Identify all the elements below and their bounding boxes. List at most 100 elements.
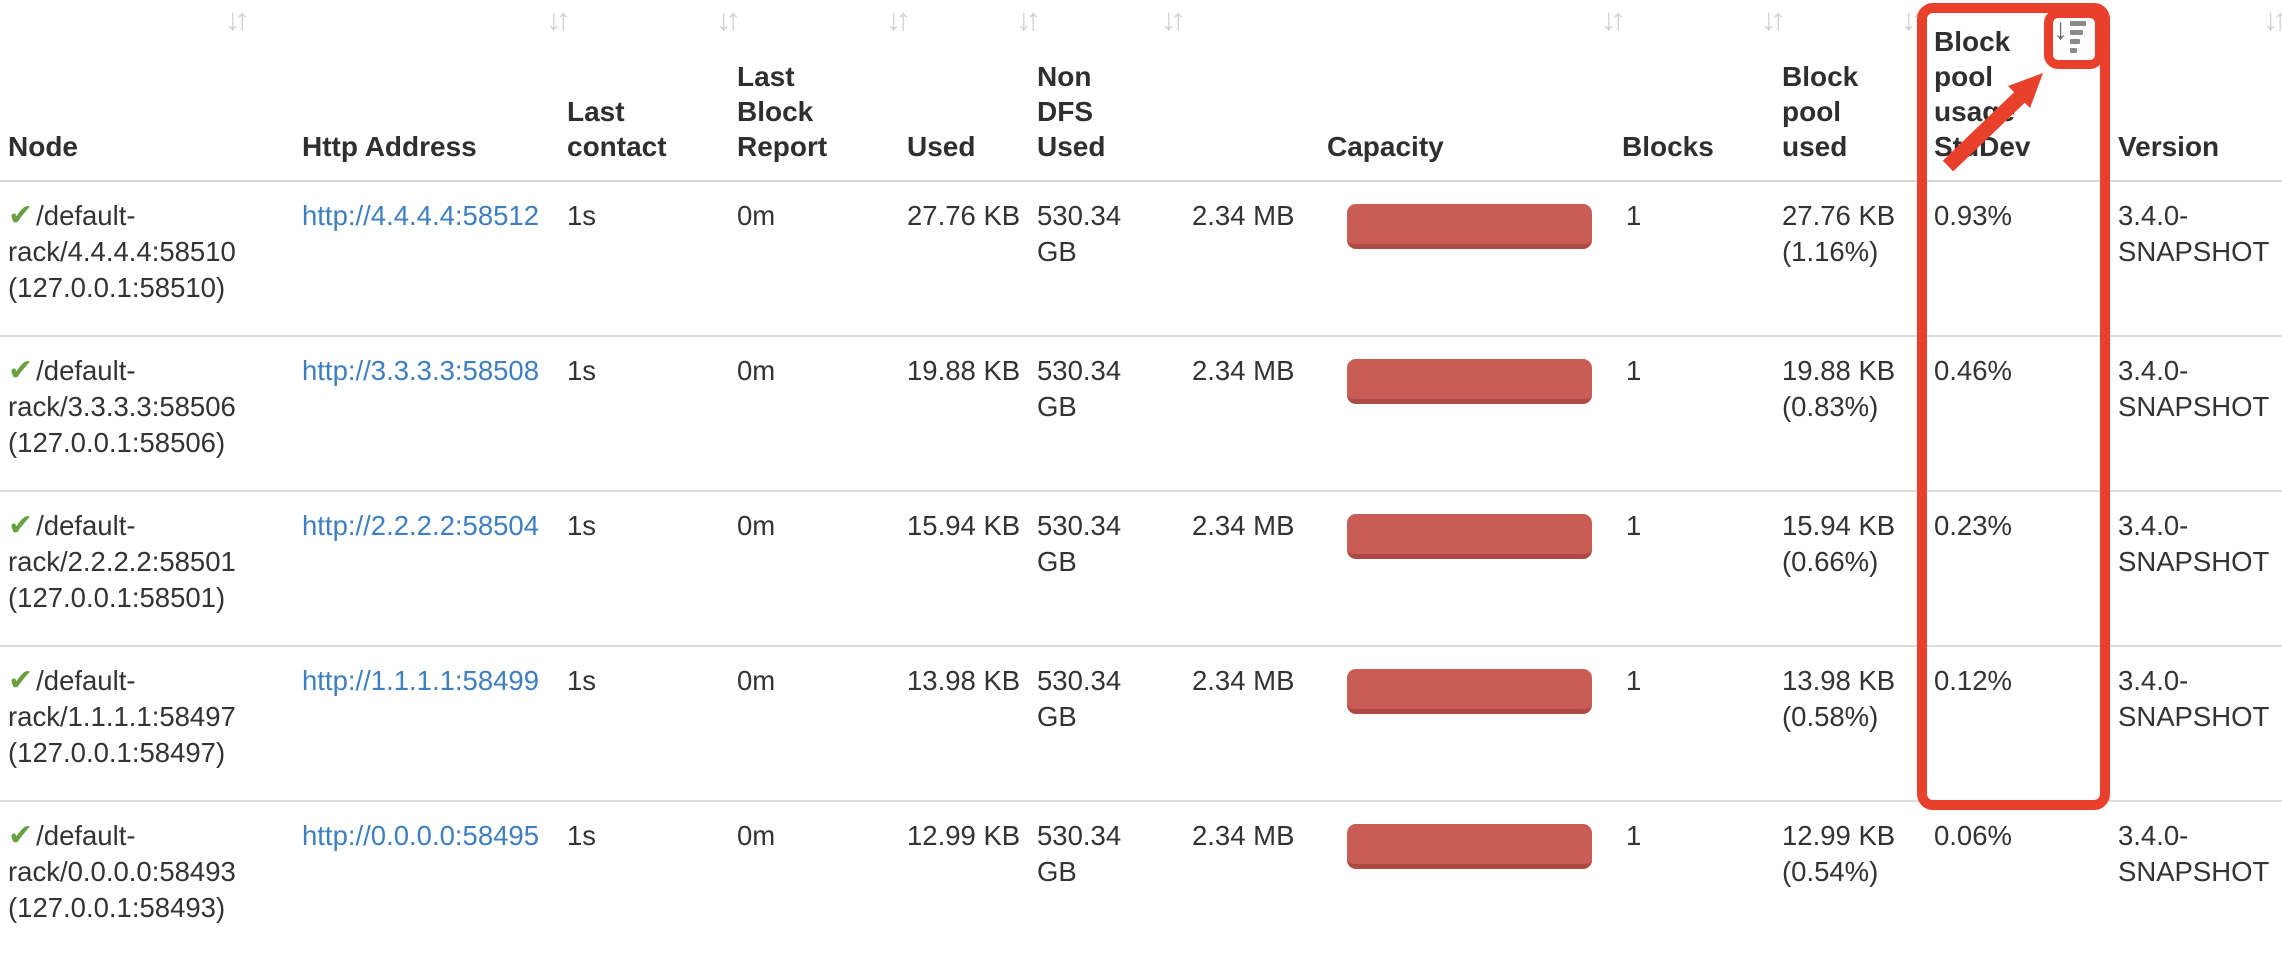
healthy-check-icon: ✔	[8, 509, 34, 542]
http-address-link[interactable]: http://4.4.4.4:58512	[302, 200, 539, 231]
cell-value: 19.88 KB	[907, 355, 1021, 386]
sort-toggle-icon[interactable]: ↓↑	[225, 2, 250, 37]
cell-last_block_report: 0m	[735, 180, 905, 336]
cell-value: 1	[1626, 665, 1642, 696]
table-header-row: Node ↓↑ Http Address ↓↑ Last contact ↓↑ Last B…	[0, 0, 2282, 181]
cell-last_contact: 1s	[565, 335, 735, 491]
column-header-used[interactable]: Used ↓↑	[905, 0, 1041, 181]
sort-bars-icon	[2070, 21, 2086, 53]
cell-block_pool_used: 27.76 KB (1.16%)	[1780, 180, 1920, 336]
healthy-check-icon: ✔	[8, 819, 34, 852]
cell-value: 19.88 KB (0.83%)	[1782, 355, 1896, 422]
column-header-block_pool_used[interactable]: Block pool used ↓↑	[1780, 0, 1926, 181]
cell-value: 3.4.0-SNAPSHOT	[2118, 820, 2270, 887]
cell-value: 3.4.0-SNAPSHOT	[2118, 510, 2270, 577]
column-header-capacity[interactable]: Capacity ↓↑	[1325, 0, 1626, 181]
sort-toggle-icon[interactable]: ↓↑	[1601, 2, 1626, 37]
cell-value: 2.34 MB	[1192, 820, 1295, 851]
cell-node: ✔/default-rack/0.0.0.0:58493 (127.0.0.1:…	[0, 800, 300, 955]
sort-descending-icon[interactable]: ↓	[2053, 14, 2086, 53]
column-header-blocks[interactable]: Blocks ↓↑	[1620, 0, 1786, 181]
column-header-http_address[interactable]: Http Address ↓↑	[300, 0, 571, 181]
sort-toggle-icon[interactable]: ↓↑	[1761, 2, 1786, 37]
cell-blocks: 1	[1620, 335, 1780, 491]
node-address-text: /default-rack/3.3.3.3:58506 (127.0.0.1:5…	[8, 355, 236, 458]
cell-value: 0m	[737, 820, 776, 851]
cell-node: ✔/default-rack/4.4.4.4:58510 (127.0.0.1:…	[0, 180, 300, 336]
column-label: Used	[907, 131, 976, 162]
cell-value: 15.94 KB (0.66%)	[1782, 510, 1896, 577]
column-header-unlabeled	[1180, 0, 1325, 181]
sort-toggle-icon[interactable]: ↓↑	[2263, 2, 2282, 37]
cell-http_address: http://0.0.0.0:58495	[300, 800, 565, 955]
cell-node: ✔/default-rack/3.3.3.3:58506 (127.0.0.1:…	[0, 335, 300, 491]
datanode-row: ✔/default-rack/3.3.3.3:58506 (127.0.0.1:…	[0, 335, 2282, 491]
cell-capacity	[1325, 645, 1620, 801]
http-address-link[interactable]: http://0.0.0.0:58495	[302, 820, 539, 851]
cell-version: 3.4.0-SNAPSHOT	[2104, 645, 2282, 801]
column-label: Last contact	[567, 96, 667, 162]
datanode-row: ✔/default-rack/4.4.4.4:58510 (127.0.0.1:…	[0, 180, 2282, 336]
column-label: Http Address	[302, 131, 477, 162]
http-address-link[interactable]: http://1.1.1.1:58499	[302, 665, 539, 696]
sort-toggle-icon[interactable]: ↓↑	[1901, 2, 1926, 37]
cell-value: 0.06%	[1934, 820, 2012, 851]
cell-value: 530.34 GB	[1037, 820, 1122, 887]
column-header-last_block_report[interactable]: Last Block Report ↓↑	[735, 0, 911, 181]
sort-arrow-down-icon: ↓	[2053, 13, 2068, 46]
cell-last_contact: 1s	[565, 490, 735, 646]
cell-block_pool_used: 15.94 KB (0.66%)	[1780, 490, 1920, 646]
cell-value: 27.76 KB	[907, 200, 1021, 231]
cell-value: 0m	[737, 355, 776, 386]
cell-value: 2.34 MB	[1192, 665, 1295, 696]
column-header-block_pool_usage_stddev[interactable]: Block pool usage StdDev ↓	[1920, 0, 2104, 181]
column-header-non_dfs_used[interactable]: Non DFS Used ↓↑	[1035, 0, 1186, 181]
cell-value: 530.34 GB	[1037, 510, 1122, 577]
cell-http_address: http://1.1.1.1:58499	[300, 645, 565, 801]
cell-value: 530.34 GB	[1037, 355, 1122, 422]
node-address-text: /default-rack/2.2.2.2:58501 (127.0.0.1:5…	[8, 510, 236, 613]
cell-value: 27.76 KB (1.16%)	[1782, 200, 1896, 267]
cell-block_pool_usage_stddev: 0.06%	[1920, 800, 2104, 955]
cell-used: 19.88 KB	[905, 335, 1035, 491]
cell-value: 15.94 KB	[907, 510, 1021, 541]
sort-toggle-icon[interactable]: ↓↑	[716, 2, 741, 37]
cell-last_block_report: 0m	[735, 645, 905, 801]
cell-last_contact: 1s	[565, 180, 735, 336]
column-header-version[interactable]: Version ↓↑	[2104, 0, 2282, 181]
cell-last_block_report: 0m	[735, 335, 905, 491]
column-label: Last Block Report	[737, 61, 828, 162]
sort-toggle-icon[interactable]: ↓↑	[1161, 2, 1186, 37]
cell-value: 1	[1626, 355, 1642, 386]
http-address-link[interactable]: http://3.3.3.3:58508	[302, 355, 539, 386]
cell-value: 0m	[737, 665, 776, 696]
sort-toggle-icon[interactable]: ↓↑	[1016, 2, 1041, 37]
cell-non_dfs_used: 530.34 GB	[1035, 180, 1180, 336]
cell-last_block_report: 0m	[735, 800, 905, 955]
cell-value: 1	[1626, 200, 1642, 231]
cell-used: 13.98 KB	[905, 645, 1035, 801]
cell-unlabeled: 2.34 MB	[1180, 645, 1325, 801]
column-header-node[interactable]: Node ↓↑	[0, 0, 300, 181]
capacity-usage-bar	[1347, 514, 1592, 559]
cell-value: 0m	[737, 510, 776, 541]
column-header-last_contact[interactable]: Last contact ↓↑	[565, 0, 741, 181]
cell-capacity	[1325, 800, 1620, 955]
capacity-usage-bar	[1347, 669, 1592, 714]
sort-toggle-icon[interactable]: ↓↑	[546, 2, 571, 37]
cell-version: 3.4.0-SNAPSHOT	[2104, 180, 2282, 336]
cell-used: 15.94 KB	[905, 490, 1035, 646]
cell-non_dfs_used: 530.34 GB	[1035, 335, 1180, 491]
cell-capacity	[1325, 180, 1620, 336]
cell-unlabeled: 2.34 MB	[1180, 180, 1325, 336]
cell-non_dfs_used: 530.34 GB	[1035, 645, 1180, 801]
cell-value: 0.12%	[1934, 665, 2012, 696]
cell-value: 1	[1626, 820, 1642, 851]
column-label: Block pool used	[1782, 61, 1859, 162]
http-address-link[interactable]: http://2.2.2.2:58504	[302, 510, 539, 541]
sort-toggle-icon[interactable]: ↓↑	[886, 2, 911, 37]
cell-block_pool_usage_stddev: 0.23%	[1920, 490, 2104, 646]
column-label: Blocks	[1622, 131, 1714, 162]
cell-value: 1s	[567, 665, 597, 696]
column-label: Version	[2118, 131, 2220, 162]
